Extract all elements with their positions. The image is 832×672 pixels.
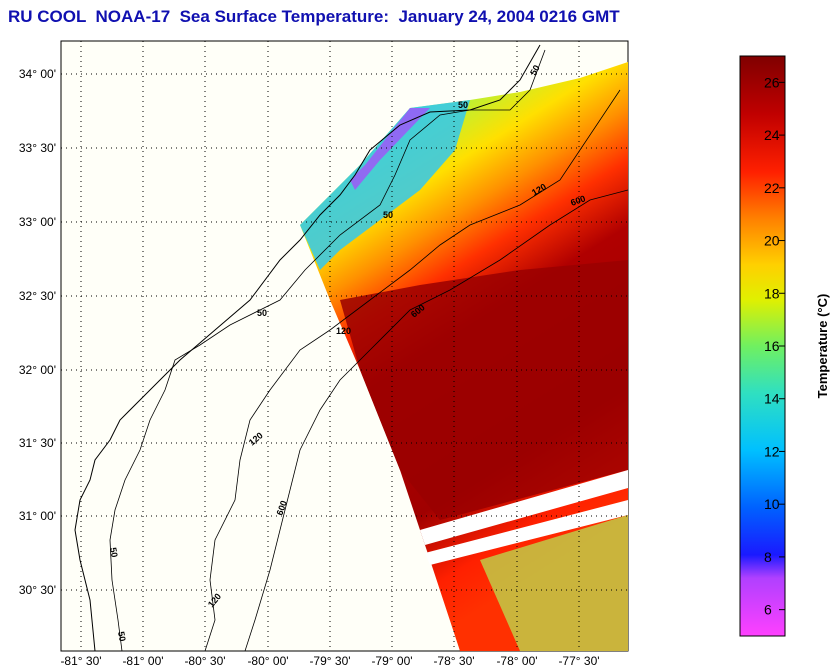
contour-label: 50 [108, 547, 120, 559]
colorbar-tick-label: 8 [764, 549, 772, 565]
lat-label: 30° 30' [19, 583, 56, 597]
data-gap-stripe-2 [425, 500, 628, 565]
lat-label: 32° 30' [19, 289, 56, 303]
colorbar-tick-label: 20 [764, 233, 780, 249]
colorbar-tick-label: 12 [764, 443, 780, 459]
cold-nearshore-band [300, 100, 470, 270]
lon-label: -77° 30' [558, 654, 599, 668]
lon-label: -80° 30' [184, 654, 225, 668]
coldest-fringe [350, 108, 430, 190]
lat-label: 31° 30' [19, 436, 56, 450]
colorbar-tick-label: 6 [764, 602, 772, 618]
lon-label: -80° 00' [247, 654, 288, 668]
data-gap-stripe [420, 470, 628, 545]
coastline [74, 44, 541, 651]
lon-label: -78° 30' [433, 654, 474, 668]
colorbar-tick-label: 26 [764, 74, 780, 90]
contour-label: 50 [257, 308, 267, 318]
isobath-600 [244, 189, 628, 651]
contour-label: 50 [116, 631, 128, 643]
colorbar-tick-label: 16 [764, 338, 780, 354]
map-title: RU COOL NOAA-17 Sea Surface Temperature:… [8, 7, 620, 26]
colorbar-tick-label: 18 [764, 285, 780, 301]
colorbar [739, 55, 786, 637]
isobath-120 [204, 89, 621, 651]
colorbar-label: Temperature (°C) [815, 294, 830, 399]
graticule [61, 41, 628, 651]
lat-label: 33° 00' [19, 215, 56, 229]
lon-label: -81° 30' [60, 654, 101, 668]
lat-label: 31° 00' [19, 509, 56, 523]
colorbar-tick-label: 24 [764, 127, 780, 143]
lat-label: 32° 00' [19, 363, 56, 377]
lat-label: 34° 00' [19, 67, 56, 81]
isobath-50 [109, 49, 546, 651]
contour-label: 600 [274, 499, 289, 517]
colorbar-ticks: 6 8 10 12 14 16 18 20 22 24 26 [764, 74, 785, 618]
lon-label: -79° 00' [371, 654, 412, 668]
contour-label: 600 [569, 193, 587, 208]
lon-label: -81° 00' [122, 654, 163, 668]
contour-label: 120 [336, 326, 351, 336]
gulf-stream-core [340, 260, 628, 520]
contour-label: 50 [458, 100, 468, 110]
contour-label: 50 [528, 63, 542, 77]
colorbar-tick-label: 22 [764, 180, 780, 196]
lon-label: -79° 30' [309, 654, 350, 668]
lon-label: -78° 00' [496, 654, 537, 668]
contour-label: 50 [383, 210, 393, 220]
colorbar-tick-label: 14 [764, 391, 780, 407]
lat-label: 33° 30' [19, 141, 56, 155]
colorbar-tick-label: 10 [764, 496, 780, 512]
